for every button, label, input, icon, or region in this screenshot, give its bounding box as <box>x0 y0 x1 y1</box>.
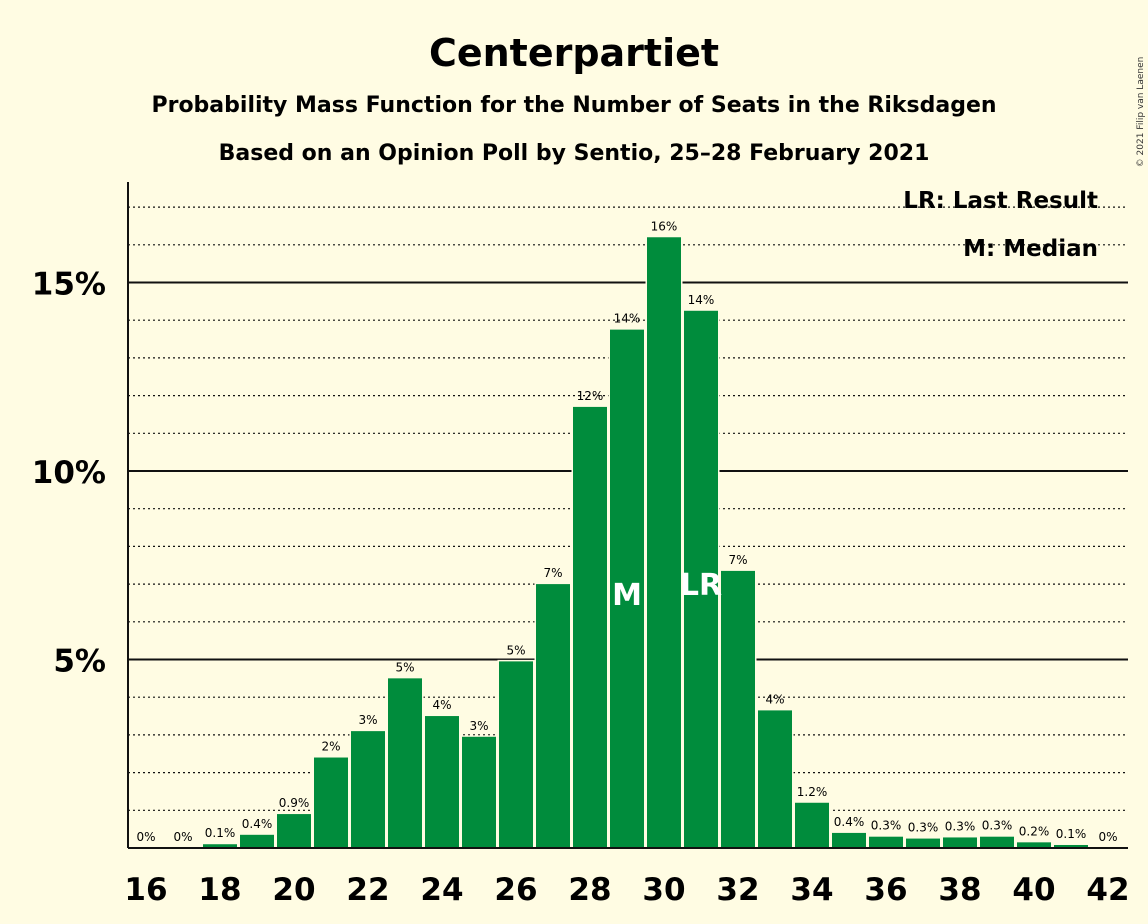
y-axis-ticks: 5% 10% 15% <box>32 267 106 680</box>
x-tick-label: 42 <box>1086 872 1129 908</box>
bar-markers: M LR <box>612 568 722 613</box>
bar-label-42: 0% <box>1098 830 1117 844</box>
x-tick-label: 16 <box>124 872 167 908</box>
y-tick-label: 10% <box>32 455 106 491</box>
bar-value-labels: 0% 0% 0.1% 0.4% 0.9% 2% 3% 5% 4% 3% 5% 7% 12% 14% 16% 1… <box>136 219 1117 844</box>
legend-median: M: Median <box>963 236 1098 262</box>
bar-35 <box>832 832 866 848</box>
bar-label-38: 0.3% <box>945 819 976 833</box>
bar-label-19: 0.4% <box>242 817 273 831</box>
bar-27 <box>536 584 570 848</box>
bar-label-37: 0.3% <box>908 821 939 835</box>
legend-last-result: LR: Last Result <box>903 188 1098 214</box>
x-tick-label: 30 <box>642 872 685 908</box>
bar-20 <box>277 814 311 848</box>
bar-label-22: 3% <box>358 713 377 727</box>
x-tick-label: 32 <box>716 872 759 908</box>
bar-19 <box>240 834 274 848</box>
bar-label-33: 4% <box>765 692 784 706</box>
y-tick-label: 15% <box>32 267 106 303</box>
bar-label-29: 14% <box>614 312 641 326</box>
bar-40 <box>1017 842 1051 848</box>
bar-label-21: 2% <box>321 740 340 754</box>
bar-18 <box>203 844 237 848</box>
bar-22 <box>351 731 385 848</box>
bar-label-26: 5% <box>506 643 525 657</box>
x-tick-label: 36 <box>864 872 907 908</box>
bar-label-30: 16% <box>651 219 678 233</box>
bar-label-34: 1.2% <box>797 785 828 799</box>
bar-25 <box>462 736 496 848</box>
bar-label-17: 0% <box>173 830 192 844</box>
x-tick-label: 38 <box>938 872 981 908</box>
chart-subtitle-2: Based on an Opinion Poll by Sentio, 25–2… <box>219 141 930 166</box>
chart-title: Centerpartiet <box>429 31 719 75</box>
bar-26 <box>499 661 533 848</box>
y-tick-label: 5% <box>53 644 106 680</box>
median-marker: M <box>612 578 642 613</box>
bar-label-41: 0.1% <box>1056 827 1087 841</box>
bar-29 <box>610 329 644 848</box>
copyright-notice: © 2021 Filip van Laenen <box>1136 57 1146 168</box>
bar-23 <box>388 678 422 848</box>
bar-label-40: 0.2% <box>1019 824 1050 838</box>
bar-21 <box>314 757 348 848</box>
bar-label-31: 14% <box>688 293 715 307</box>
bar-label-20: 0.9% <box>279 796 310 810</box>
bar-label-36: 0.3% <box>871 819 902 833</box>
bar-label-27: 7% <box>543 566 562 580</box>
x-tick-label: 26 <box>494 872 537 908</box>
x-tick-label: 40 <box>1012 872 1055 908</box>
bar-39 <box>980 836 1014 848</box>
bar-38 <box>943 837 977 848</box>
bar-33 <box>758 710 792 848</box>
x-tick-label: 20 <box>272 872 315 908</box>
x-tick-label: 18 <box>198 872 241 908</box>
bar-label-28: 12% <box>577 389 604 403</box>
x-tick-label: 24 <box>420 872 463 908</box>
x-tick-label: 28 <box>568 872 611 908</box>
x-axis-ticks: 16 18 20 22 24 26 28 30 32 34 36 38 40 42 <box>124 872 1129 908</box>
bar-41 <box>1054 844 1088 848</box>
x-tick-label: 22 <box>346 872 389 908</box>
bar-30 <box>647 237 681 848</box>
last-result-marker: LR <box>680 568 722 603</box>
chart-subtitle-1: Probability Mass Function for the Number… <box>151 93 996 118</box>
bar-label-25: 3% <box>469 719 488 733</box>
bar-label-16: 0% <box>136 830 155 844</box>
bar-label-39: 0.3% <box>982 819 1013 833</box>
bar-31 <box>684 310 718 848</box>
x-tick-label: 34 <box>790 872 833 908</box>
bar-label-18: 0.1% <box>205 826 236 840</box>
bars <box>201 235 1090 848</box>
bar-24 <box>425 716 459 848</box>
bar-label-23: 5% <box>395 660 414 674</box>
bar-label-24: 4% <box>432 698 451 712</box>
bar-37 <box>906 838 940 848</box>
bar-label-35: 0.4% <box>834 815 865 829</box>
bar-32 <box>721 570 755 848</box>
bar-28 <box>573 406 607 848</box>
bar-34 <box>795 802 829 848</box>
bar-36 <box>869 836 903 848</box>
bar-label-32: 7% <box>728 553 747 567</box>
